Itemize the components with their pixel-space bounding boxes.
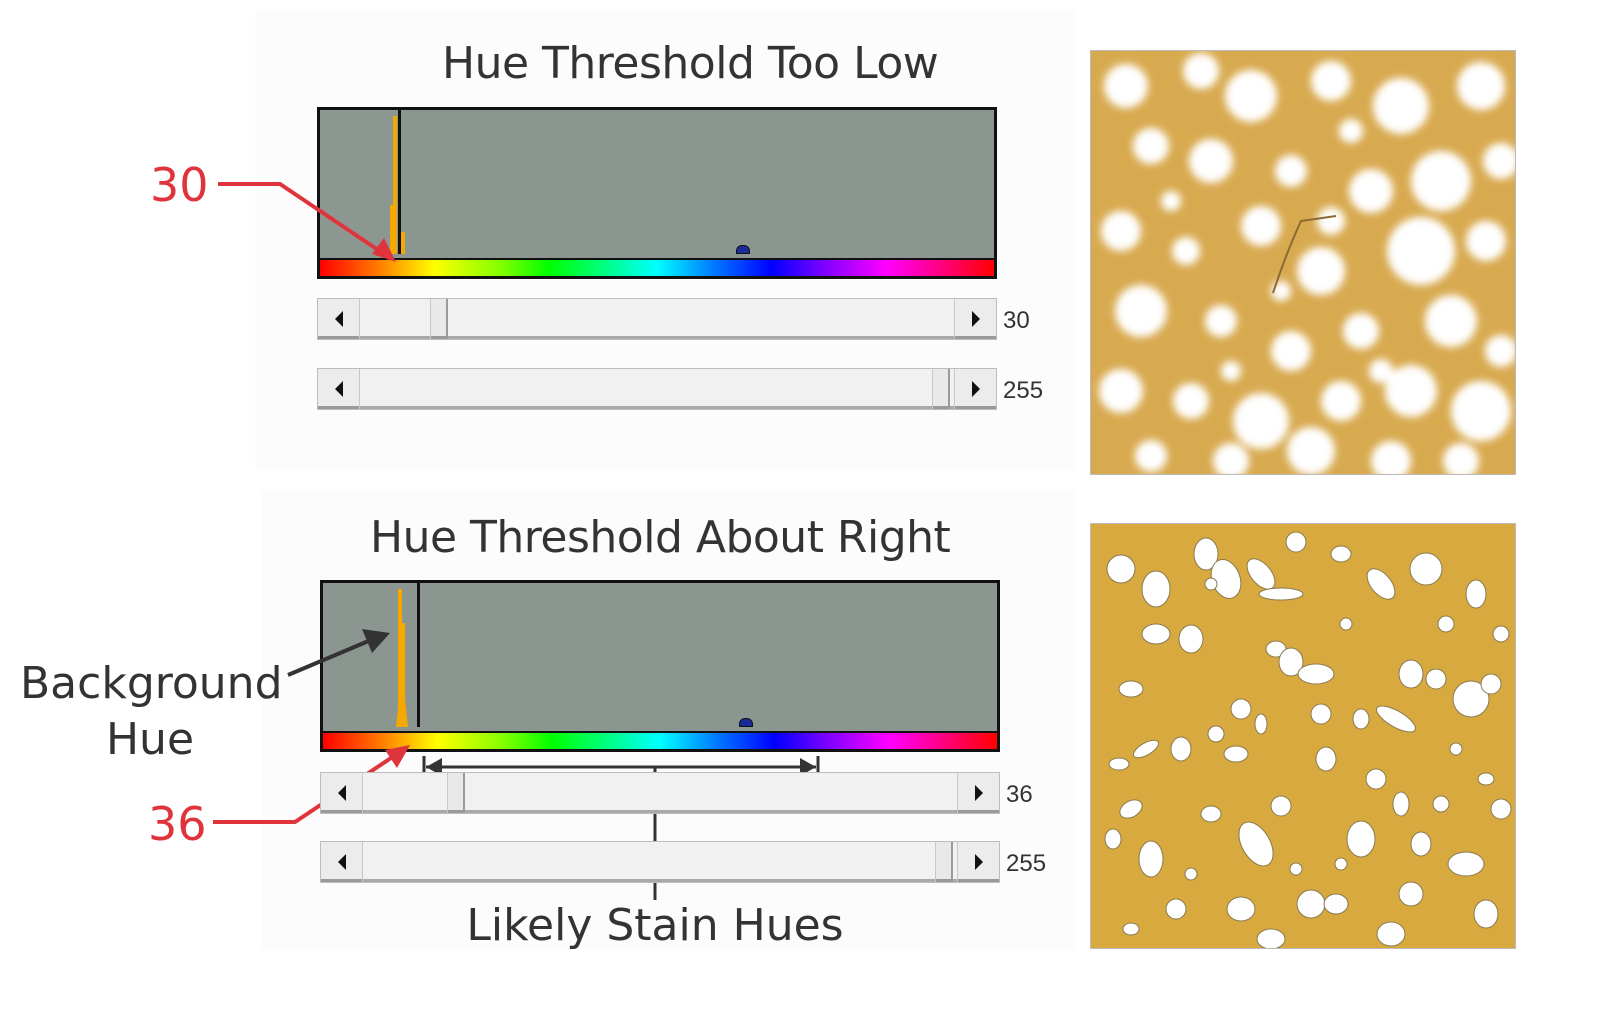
- scroll-thumb[interactable]: [430, 299, 448, 339]
- annotation-value-30: 30: [150, 158, 209, 212]
- annotation-value-36: 36: [148, 797, 207, 851]
- scroll-left-button[interactable]: [321, 773, 363, 813]
- scroll-thumb[interactable]: [935, 842, 953, 882]
- scroll-right-button[interactable]: [957, 842, 999, 882]
- triangle-right-icon: [974, 785, 983, 801]
- blue-hue-marker: [739, 718, 753, 727]
- triangle-left-icon: [334, 381, 343, 397]
- panel-1-title: Hue Threshold Too Low: [442, 38, 939, 89]
- hue-histogram-1: [317, 107, 997, 279]
- blue-hue-marker: [736, 245, 750, 254]
- hue-min-scrollbar-2[interactable]: [320, 772, 1000, 814]
- red-arrow-icon: [218, 182, 396, 262]
- micrograph-blob-pattern: [1091, 524, 1515, 948]
- hue-max-scrollbar-1[interactable]: [317, 368, 997, 410]
- peak-tail: [401, 232, 405, 254]
- scroll-thumb[interactable]: [932, 369, 950, 409]
- selection-region: [320, 110, 398, 254]
- scroll-left-button[interactable]: [321, 842, 363, 882]
- likely-stain-hues-label: Likely Stain Hues: [466, 900, 844, 951]
- background-hue-label: Background Hue: [20, 656, 283, 768]
- dark-arrow-icon: [287, 629, 390, 677]
- triangle-left-icon: [337, 785, 346, 801]
- hue-spectrum-bar: [320, 258, 994, 276]
- triangle-right-icon: [971, 381, 980, 397]
- scroll-right-button[interactable]: [957, 773, 999, 813]
- triangle-left-icon: [337, 854, 346, 870]
- peak-shoulder: [390, 205, 394, 254]
- scroll-right-button[interactable]: [954, 299, 996, 339]
- peak-shoulder: [400, 623, 405, 727]
- hue-histogram-2: [320, 580, 1000, 752]
- peak-base: [396, 693, 408, 727]
- scroll-thumb[interactable]: [447, 773, 465, 813]
- background-hue-label-line2: Hue: [105, 714, 195, 765]
- hue-min-value-2: 36: [1006, 781, 1033, 808]
- hue-max-value-1: 255: [1003, 377, 1044, 404]
- hue-min-value-1: 30: [1003, 307, 1030, 334]
- scroll-right-button[interactable]: [954, 369, 996, 409]
- triangle-right-icon: [974, 854, 983, 870]
- triangle-left-icon: [334, 311, 343, 327]
- hue-spectrum-bar: [323, 731, 997, 749]
- scroll-left-button[interactable]: [318, 299, 360, 339]
- hue-max-value-2: 255: [1006, 850, 1047, 877]
- triangle-right-icon: [971, 311, 980, 327]
- panel-2-title: Hue Threshold About Right: [370, 512, 951, 563]
- threshold-marker: [417, 583, 420, 727]
- hue-max-scrollbar-2[interactable]: [320, 841, 1000, 883]
- background-hue-peak: [393, 116, 397, 254]
- threshold-marker: [398, 110, 401, 254]
- micrograph-threshold-too-low: [1090, 50, 1516, 475]
- background-hue-label-line1: Background: [20, 658, 283, 709]
- micrograph-threshold-about-right: [1090, 523, 1516, 949]
- micrograph-noise-pattern: [1091, 51, 1515, 474]
- hue-min-scrollbar-1[interactable]: [317, 298, 997, 340]
- scroll-left-button[interactable]: [318, 369, 360, 409]
